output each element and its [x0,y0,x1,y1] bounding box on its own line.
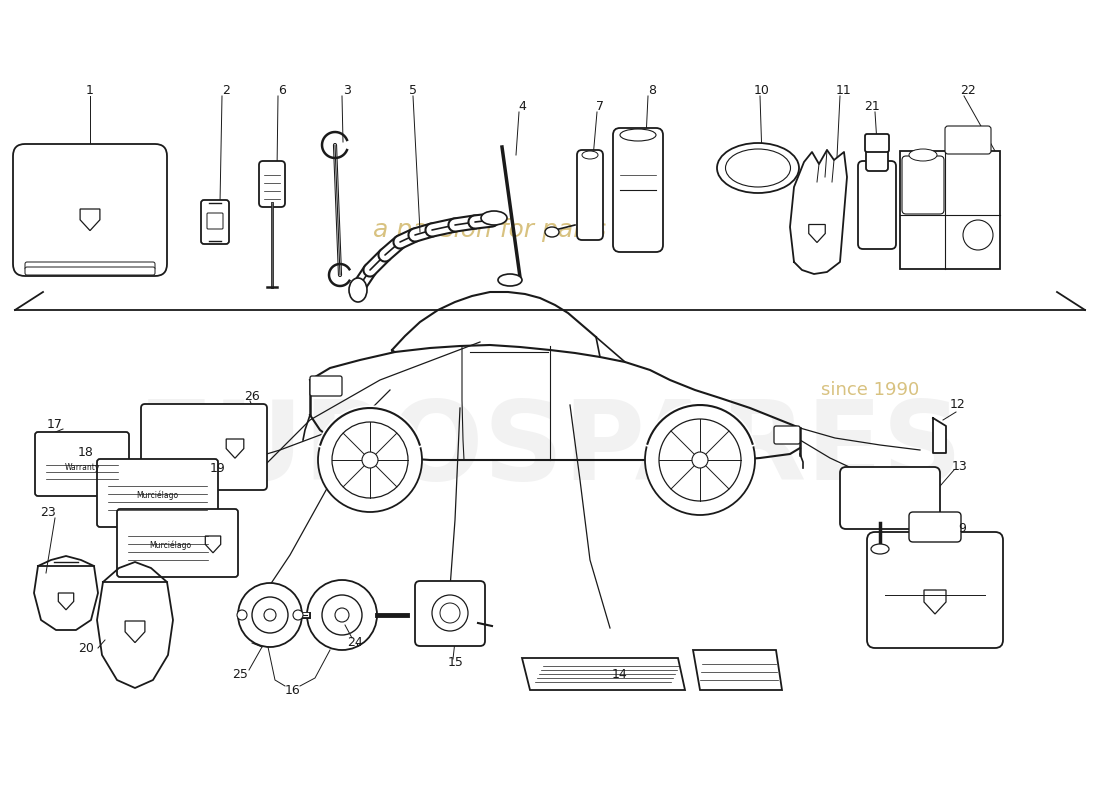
Text: 3: 3 [343,85,351,98]
Circle shape [322,595,362,635]
Text: 5: 5 [409,85,417,98]
Circle shape [293,610,303,620]
Circle shape [362,452,378,468]
FancyBboxPatch shape [310,376,342,396]
Ellipse shape [498,274,522,286]
Circle shape [332,422,408,498]
FancyBboxPatch shape [613,128,663,252]
Polygon shape [34,566,98,630]
Ellipse shape [544,227,559,237]
Polygon shape [790,150,847,274]
Circle shape [659,419,741,501]
FancyBboxPatch shape [945,126,991,154]
Circle shape [432,595,468,631]
Circle shape [645,405,755,515]
Polygon shape [522,658,685,690]
Ellipse shape [481,211,507,225]
Text: Murciélago: Murciélago [136,490,178,500]
FancyBboxPatch shape [141,404,267,490]
Ellipse shape [871,544,889,554]
Text: 16: 16 [285,683,301,697]
FancyBboxPatch shape [201,200,229,244]
Text: 26: 26 [244,390,260,402]
Bar [900,151,1000,269]
FancyBboxPatch shape [578,150,603,240]
Text: 18: 18 [78,446,94,458]
Polygon shape [97,582,173,688]
FancyBboxPatch shape [774,426,800,444]
Text: a passion for parts: a passion for parts [373,218,606,242]
Text: since 1990: since 1990 [821,381,920,399]
Circle shape [238,583,302,647]
Text: 4: 4 [518,101,526,114]
Polygon shape [933,418,946,453]
Text: Warranty: Warranty [64,463,100,473]
Circle shape [264,609,276,621]
Text: 8: 8 [648,85,656,98]
Ellipse shape [582,151,598,159]
Text: 6: 6 [278,85,286,98]
FancyBboxPatch shape [258,161,285,207]
Ellipse shape [620,129,656,141]
FancyBboxPatch shape [35,432,129,496]
Ellipse shape [726,149,791,187]
Circle shape [692,452,708,468]
Circle shape [440,603,460,623]
FancyBboxPatch shape [909,512,961,542]
Circle shape [962,220,993,250]
Text: Murciélago: Murciélago [148,540,191,550]
Text: 10: 10 [755,85,770,98]
Text: EUROSPARES: EUROSPARES [138,397,962,503]
Text: 22: 22 [960,85,976,98]
FancyBboxPatch shape [866,145,888,171]
Text: 9: 9 [958,522,966,534]
Text: 14: 14 [612,669,628,682]
Text: 25: 25 [232,669,248,682]
Text: 1: 1 [86,85,94,98]
FancyBboxPatch shape [415,581,485,646]
Text: 24: 24 [348,637,363,650]
Circle shape [307,580,377,650]
Ellipse shape [909,149,937,161]
Text: 15: 15 [448,657,464,670]
FancyBboxPatch shape [13,144,167,276]
Circle shape [318,408,422,512]
Ellipse shape [349,278,367,302]
Text: 12: 12 [950,398,966,411]
Ellipse shape [717,143,799,193]
Circle shape [236,610,248,620]
FancyBboxPatch shape [865,134,889,152]
Text: 17: 17 [47,418,63,430]
FancyBboxPatch shape [117,509,238,577]
Text: 21: 21 [865,101,880,114]
Text: 13: 13 [953,459,968,473]
Circle shape [252,597,288,633]
Text: 2: 2 [222,85,230,98]
Text: 23: 23 [40,506,56,518]
Polygon shape [693,650,782,690]
FancyBboxPatch shape [902,156,944,214]
Text: 20: 20 [78,642,94,654]
FancyBboxPatch shape [25,267,155,275]
Text: 19: 19 [210,462,225,474]
Text: 11: 11 [836,85,851,98]
FancyBboxPatch shape [97,459,218,527]
Circle shape [336,608,349,622]
FancyBboxPatch shape [858,161,896,249]
FancyBboxPatch shape [840,467,940,529]
FancyBboxPatch shape [867,532,1003,648]
Text: 7: 7 [596,101,604,114]
FancyBboxPatch shape [25,262,155,270]
